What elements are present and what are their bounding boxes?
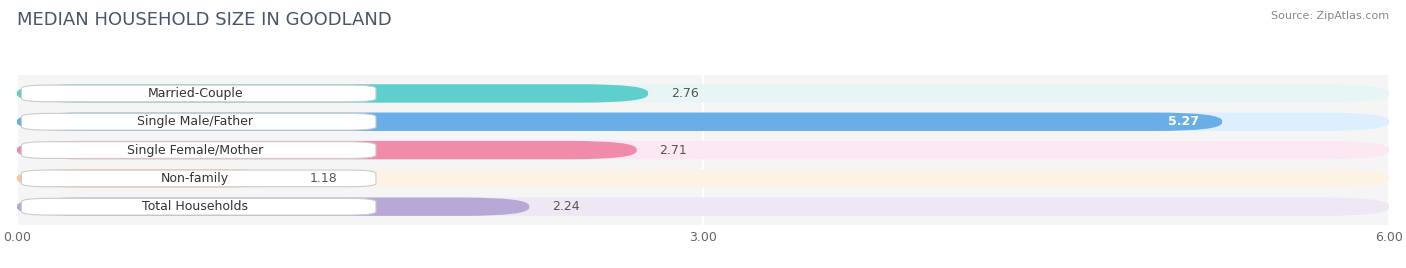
Text: Non-family: Non-family: [162, 172, 229, 185]
FancyBboxPatch shape: [21, 142, 375, 158]
FancyBboxPatch shape: [17, 84, 648, 103]
FancyBboxPatch shape: [21, 85, 375, 102]
FancyBboxPatch shape: [21, 170, 375, 187]
FancyBboxPatch shape: [17, 141, 637, 159]
Text: 2.24: 2.24: [553, 200, 579, 213]
Text: Single Male/Father: Single Male/Father: [138, 115, 253, 128]
Text: 2.76: 2.76: [671, 87, 699, 100]
FancyBboxPatch shape: [17, 169, 1389, 188]
FancyBboxPatch shape: [17, 169, 287, 188]
FancyBboxPatch shape: [17, 141, 1389, 159]
Text: Married-Couple: Married-Couple: [148, 87, 243, 100]
Text: Total Households: Total Households: [142, 200, 249, 213]
Text: 2.71: 2.71: [659, 144, 688, 157]
Text: Source: ZipAtlas.com: Source: ZipAtlas.com: [1271, 11, 1389, 21]
FancyBboxPatch shape: [17, 113, 1389, 131]
FancyBboxPatch shape: [21, 198, 375, 215]
Text: MEDIAN HOUSEHOLD SIZE IN GOODLAND: MEDIAN HOUSEHOLD SIZE IN GOODLAND: [17, 11, 392, 29]
FancyBboxPatch shape: [17, 198, 1389, 216]
FancyBboxPatch shape: [17, 198, 529, 216]
Text: 1.18: 1.18: [309, 172, 337, 185]
Text: Single Female/Mother: Single Female/Mother: [127, 144, 263, 157]
FancyBboxPatch shape: [17, 84, 1389, 103]
FancyBboxPatch shape: [21, 113, 375, 130]
FancyBboxPatch shape: [17, 113, 1222, 131]
Text: 5.27: 5.27: [1168, 115, 1199, 128]
